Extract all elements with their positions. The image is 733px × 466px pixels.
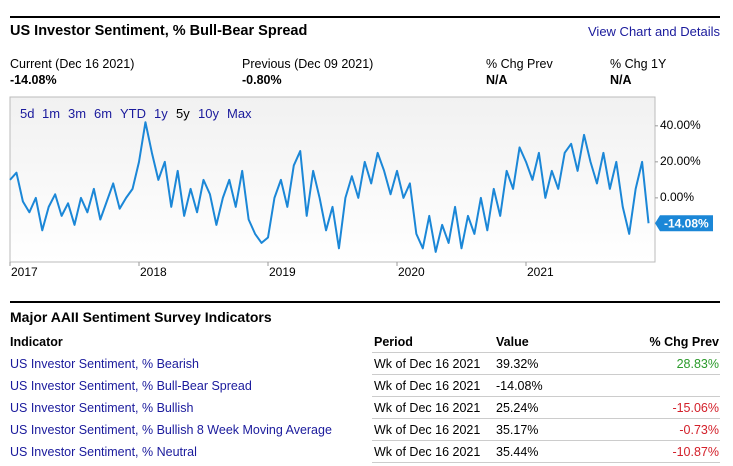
period-cell: Wk of Dec 16 2021 bbox=[374, 401, 481, 415]
stat-label: % Chg Prev bbox=[486, 57, 553, 71]
change-cell: -0.73% bbox=[679, 423, 719, 437]
value-cell: -14.08% bbox=[496, 379, 543, 393]
chart: 40.00% 20.00% 0.00% 2017 2018 2019 2020 2021 -14… bbox=[9, 96, 713, 279]
range-button[interactable]: 5y bbox=[176, 106, 190, 121]
row-separator bbox=[372, 352, 720, 353]
period-cell: Wk of Dec 16 2021 bbox=[374, 423, 481, 437]
x-tick-label: 2021 bbox=[527, 265, 554, 279]
stat-value: N/A bbox=[486, 73, 508, 87]
period-cell: Wk of Dec 16 2021 bbox=[374, 379, 481, 393]
x-tick-label: 2018 bbox=[140, 265, 167, 279]
range-button[interactable]: 1m bbox=[42, 106, 61, 121]
stat-label: Previous (Dec 09 2021) bbox=[242, 57, 374, 71]
top-rule bbox=[10, 16, 720, 18]
row-separator bbox=[372, 396, 720, 397]
value-cell: 35.44% bbox=[496, 445, 539, 459]
stat-label: Current (Dec 16 2021) bbox=[10, 57, 135, 71]
column-header: Period bbox=[374, 335, 413, 349]
y-tick-label: 40.00% bbox=[660, 118, 701, 132]
range-button[interactable]: 1y bbox=[154, 106, 168, 121]
y-tick-label: 20.00% bbox=[660, 154, 701, 168]
range-button[interactable]: 3m bbox=[68, 106, 87, 121]
indicator-link[interactable]: US Investor Sentiment, % Bearish bbox=[10, 357, 199, 371]
x-tick-label: 2017 bbox=[11, 265, 38, 279]
row-separator bbox=[372, 462, 720, 463]
range-button[interactable]: 10y bbox=[198, 106, 219, 121]
range-button[interactable]: 6m bbox=[94, 106, 113, 121]
change-cell: 28.83% bbox=[676, 357, 719, 371]
end-label-box bbox=[655, 215, 713, 232]
plot-area bbox=[9, 96, 656, 263]
stat-value: -14.08% bbox=[10, 73, 57, 87]
indicator-link[interactable]: US Investor Sentiment, % Bullish bbox=[10, 401, 194, 415]
y-tick-label: 0.00% bbox=[660, 190, 694, 204]
change-cell: -15.06% bbox=[672, 401, 719, 415]
change-cell: -10.87% bbox=[672, 445, 719, 459]
row-separator bbox=[372, 418, 720, 419]
period-cell: Wk of Dec 16 2021 bbox=[374, 357, 481, 371]
period-cell: Wk of Dec 16 2021 bbox=[374, 445, 481, 459]
value-cell: 35.17% bbox=[496, 423, 539, 437]
column-header: % Chg Prev bbox=[649, 335, 719, 349]
x-tick-label: 2020 bbox=[398, 265, 425, 279]
column-header: Indicator bbox=[10, 335, 63, 349]
row-separator bbox=[372, 440, 720, 441]
table-title: Major AAII Sentiment Survey Indicators bbox=[10, 309, 272, 325]
value-cell: 39.32% bbox=[496, 357, 539, 371]
title: US Investor Sentiment, % Bull-Bear Sprea… bbox=[10, 23, 308, 39]
indicator-link[interactable]: US Investor Sentiment, % Neutral bbox=[10, 445, 197, 459]
x-tick-label: 2019 bbox=[269, 265, 296, 279]
stat-value: -0.80% bbox=[242, 73, 282, 87]
stat-label: % Chg 1Y bbox=[610, 57, 667, 71]
value-cell: 25.24% bbox=[496, 401, 539, 415]
range-button[interactable]: YTD bbox=[120, 106, 146, 121]
sentiment-line bbox=[9, 121, 650, 253]
column-header: Value bbox=[496, 335, 529, 349]
indicator-link[interactable]: US Investor Sentiment, % Bullish 8 Week … bbox=[10, 423, 332, 437]
details-link[interactable]: View Chart and Details bbox=[588, 24, 720, 39]
range-button[interactable]: 5d bbox=[20, 106, 35, 121]
mid-rule bbox=[10, 301, 720, 303]
stat-value: N/A bbox=[610, 73, 632, 87]
row-separator bbox=[372, 374, 720, 375]
indicator-link[interactable]: US Investor Sentiment, % Bull-Bear Sprea… bbox=[10, 379, 252, 393]
end-label: -14.08% bbox=[664, 216, 709, 230]
range-button[interactable]: Max bbox=[227, 106, 252, 121]
